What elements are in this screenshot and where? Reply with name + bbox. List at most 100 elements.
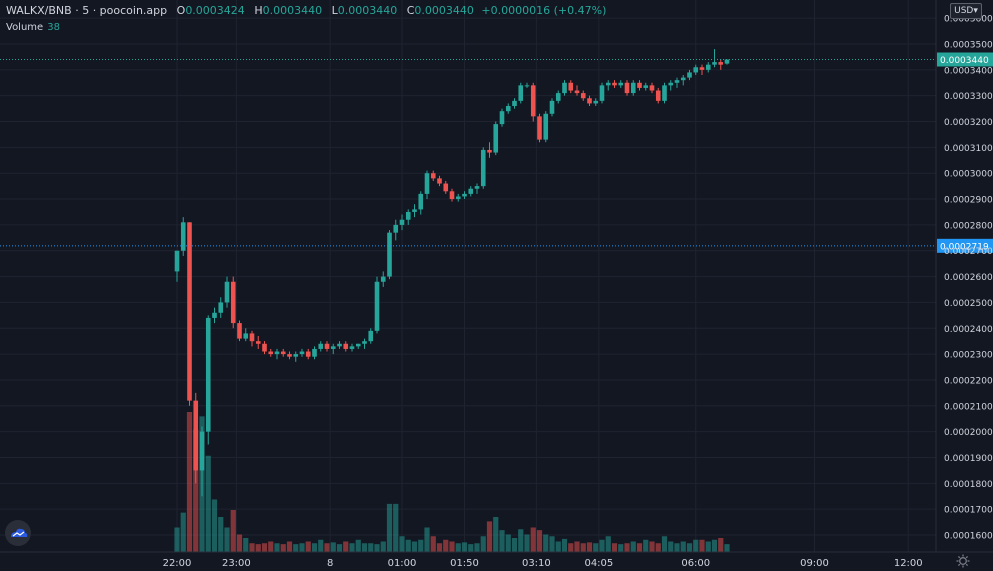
price-axis: 0.0001600 0.0001700 0.0001800 0.0001900 0.00… [0, 0, 993, 553]
volume-bar [405, 539, 411, 552]
candle-body [480, 149, 486, 187]
volume-bar [349, 543, 355, 552]
candle-body [437, 178, 442, 184]
volume-bar [618, 544, 624, 552]
candle-body [324, 343, 330, 349]
price-tick-label: 0.0002700 [944, 247, 993, 257]
volume-bar [649, 541, 655, 552]
candle-body [512, 100, 517, 107]
candle-body [330, 346, 336, 349]
price-tick-label: 0.0002000 [944, 428, 993, 438]
candle-body [262, 343, 267, 352]
candle-body [218, 302, 224, 313]
volume-bar [230, 510, 236, 552]
price-tick-label: 0.0003400 [944, 66, 993, 76]
gear-icon[interactable] [956, 554, 970, 568]
symbol-label[interactable]: WALKX/BNB · 5 · poocoin.app [6, 4, 168, 17]
candle-body [612, 82, 617, 86]
price-line-label: 0.0002719 [940, 242, 989, 252]
candle-body [543, 113, 549, 140]
volume-label: Volume [6, 22, 44, 33]
candle-body [318, 343, 324, 349]
volume-bar [380, 541, 386, 552]
price-tick-label: 0.0002800 [944, 221, 993, 231]
volume-bar [393, 503, 399, 552]
candle-body [249, 333, 255, 342]
candle-body [449, 191, 455, 200]
price-tick-label: 0.0003300 [944, 92, 993, 102]
change-value: +0.0000016 (+0.47%) [481, 4, 607, 17]
candle-body [562, 82, 567, 94]
volume-bar [368, 543, 374, 552]
candle-body [387, 232, 392, 277]
volume-legend[interactable]: Volume 38 [6, 22, 60, 33]
candle-body [618, 82, 624, 86]
candle-body [199, 431, 205, 471]
low-value: 0.0003440 [337, 4, 398, 17]
chart-grid [0, 0, 936, 552]
candle-body [680, 77, 686, 81]
candle-body [174, 250, 180, 272]
candle-body [418, 193, 424, 210]
candle-body [237, 323, 242, 339]
time-tick-label: 09:00 [800, 558, 829, 569]
open-label: O [176, 4, 186, 17]
candle-body [505, 106, 511, 112]
volume-bar [605, 536, 611, 552]
close-label: C [406, 4, 415, 17]
candle-body [662, 85, 667, 101]
candle-body [643, 85, 649, 88]
candle-body [474, 186, 480, 189]
volume-bar [568, 543, 574, 552]
candle-body [605, 82, 611, 86]
volume-bar [493, 517, 499, 552]
price-tick-label: 0.0003200 [944, 118, 993, 128]
volume-bar [293, 544, 299, 552]
price-tick-label: 0.0002300 [944, 351, 993, 361]
price-tick-label: 0.0001800 [944, 480, 993, 490]
volume-bar [636, 543, 643, 552]
candle-body [524, 85, 530, 87]
candle-body [674, 80, 680, 83]
volume-bar [611, 543, 618, 552]
candle-body [193, 400, 199, 471]
price-line-tag [937, 52, 993, 67]
volume-bar [318, 539, 324, 552]
volume-bar [261, 543, 268, 552]
volume-bar [330, 542, 336, 552]
candle-body [568, 82, 574, 91]
volume-bar [524, 534, 530, 552]
volume-bar [361, 543, 368, 552]
candle-body [305, 351, 311, 357]
volume-bar [311, 543, 318, 552]
candle-body [443, 183, 449, 192]
currency-dropdown[interactable]: USD▾ [950, 3, 982, 19]
candle-body [493, 124, 499, 153]
candle-body [243, 333, 249, 339]
candle-body [718, 62, 724, 65]
volume-bar [518, 529, 524, 552]
candle-body [274, 351, 280, 355]
candle-body [230, 281, 236, 324]
tradingview-cloud-icon[interactable] [5, 520, 31, 546]
time-tick-label: 01:50 [450, 558, 479, 569]
candle-body [337, 343, 342, 347]
candle-body [668, 82, 674, 86]
volume-bar [580, 543, 586, 552]
volume-bar [486, 521, 493, 552]
volume-bar [686, 543, 693, 552]
candle-body [430, 173, 436, 179]
candle-body [355, 343, 361, 347]
volume-bar [180, 512, 186, 552]
time-tick-label: 01:00 [388, 558, 417, 569]
candle-body [349, 346, 355, 349]
volume-bar [718, 538, 724, 552]
candle-body [224, 281, 230, 303]
volume-bar [205, 455, 211, 552]
candle-body [468, 188, 474, 194]
volume-bar [680, 541, 686, 552]
candle-body [705, 64, 711, 70]
volume-bar [449, 541, 455, 552]
volume-bar [474, 543, 480, 552]
